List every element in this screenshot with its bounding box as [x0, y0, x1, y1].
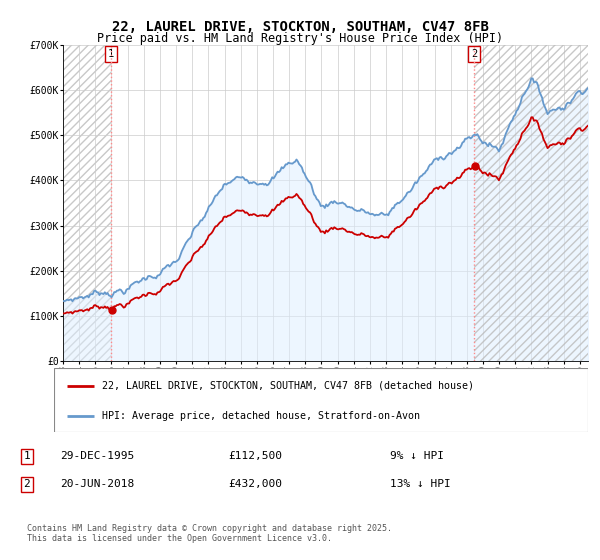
Text: 1: 1 — [108, 49, 115, 59]
Text: 20-JUN-2018: 20-JUN-2018 — [60, 479, 134, 489]
Bar — [475, 45, 588, 361]
Text: 2: 2 — [23, 479, 31, 489]
Bar — [63, 45, 111, 361]
Text: Price paid vs. HM Land Registry's House Price Index (HPI): Price paid vs. HM Land Registry's House … — [97, 32, 503, 45]
Text: 1: 1 — [23, 451, 31, 461]
Text: 13% ↓ HPI: 13% ↓ HPI — [390, 479, 451, 489]
FancyBboxPatch shape — [54, 368, 588, 432]
Text: 2: 2 — [472, 49, 478, 59]
Text: Contains HM Land Registry data © Crown copyright and database right 2025.
This d: Contains HM Land Registry data © Crown c… — [27, 524, 392, 543]
Bar — [63, 45, 111, 361]
Text: 22, LAUREL DRIVE, STOCKTON, SOUTHAM, CV47 8FB (detached house): 22, LAUREL DRIVE, STOCKTON, SOUTHAM, CV4… — [102, 381, 474, 391]
Text: £112,500: £112,500 — [228, 451, 282, 461]
Text: 9% ↓ HPI: 9% ↓ HPI — [390, 451, 444, 461]
Text: 29-DEC-1995: 29-DEC-1995 — [60, 451, 134, 461]
Text: 22, LAUREL DRIVE, STOCKTON, SOUTHAM, CV47 8FB: 22, LAUREL DRIVE, STOCKTON, SOUTHAM, CV4… — [112, 20, 488, 34]
Text: £432,000: £432,000 — [228, 479, 282, 489]
Text: HPI: Average price, detached house, Stratford-on-Avon: HPI: Average price, detached house, Stra… — [102, 411, 420, 421]
